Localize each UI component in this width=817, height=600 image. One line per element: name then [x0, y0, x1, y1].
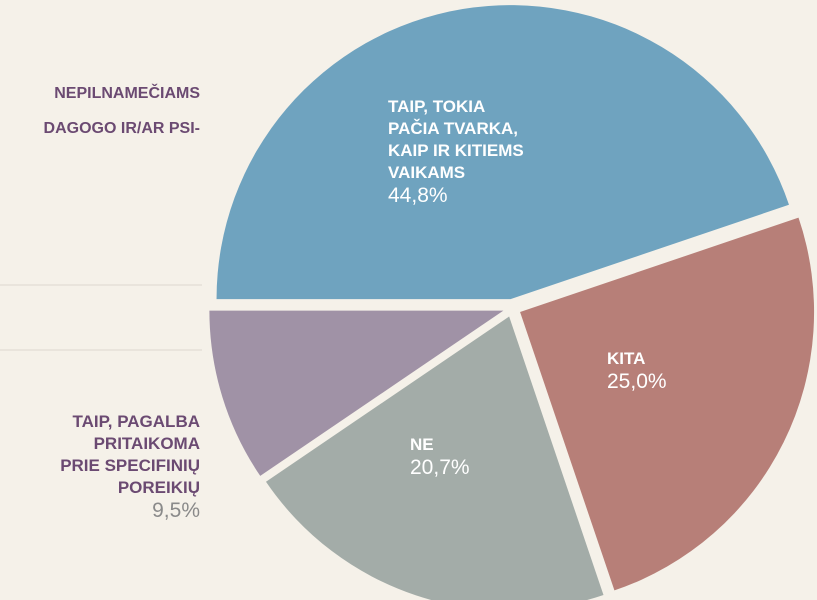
- slice-label: NE 20,7%: [410, 435, 470, 479]
- pie-slice: [216, 5, 789, 300]
- slice-label: KITA 25,0%: [607, 349, 667, 393]
- category-label: TAIP, TOKIA: [388, 97, 485, 116]
- title-line: NEPILNAMEČIAMS: [54, 83, 200, 102]
- category-label: PAČIA TVARKA,: [388, 119, 518, 138]
- category-label: PRITAIKOMA: [94, 434, 200, 453]
- value-label: 9,5%: [152, 499, 200, 522]
- slice-label: TAIP, TOKIA PAČIA TVARKA, KAIP IR KITIEMS V…: [388, 97, 524, 207]
- value-label: 44,8%: [388, 184, 448, 207]
- pie-slice: [520, 217, 815, 591]
- slices: [209, 5, 815, 600]
- slice-label: TAIP, PAGALBA PRITAIKOMA PRIE SPECIFINIŲ PO…: [60, 412, 200, 522]
- category-label: NE: [410, 435, 434, 454]
- pie-slice: [209, 310, 504, 476]
- value-label: 20,7%: [410, 456, 470, 479]
- category-label: TAIP, PAGALBA: [72, 412, 200, 431]
- category-label: POREIKIŲ: [118, 478, 200, 497]
- pie-slice: [265, 316, 604, 600]
- category-label: KITA: [607, 349, 645, 368]
- category-label: KAIP IR KITIEMS: [388, 141, 524, 160]
- category-label: PRIE SPECIFINIŲ: [60, 456, 200, 475]
- value-label: 25,0%: [607, 370, 667, 393]
- title-line: DAGOGO IR/AR PSI-: [44, 120, 200, 137]
- category-label: VAIKAMS: [388, 163, 465, 182]
